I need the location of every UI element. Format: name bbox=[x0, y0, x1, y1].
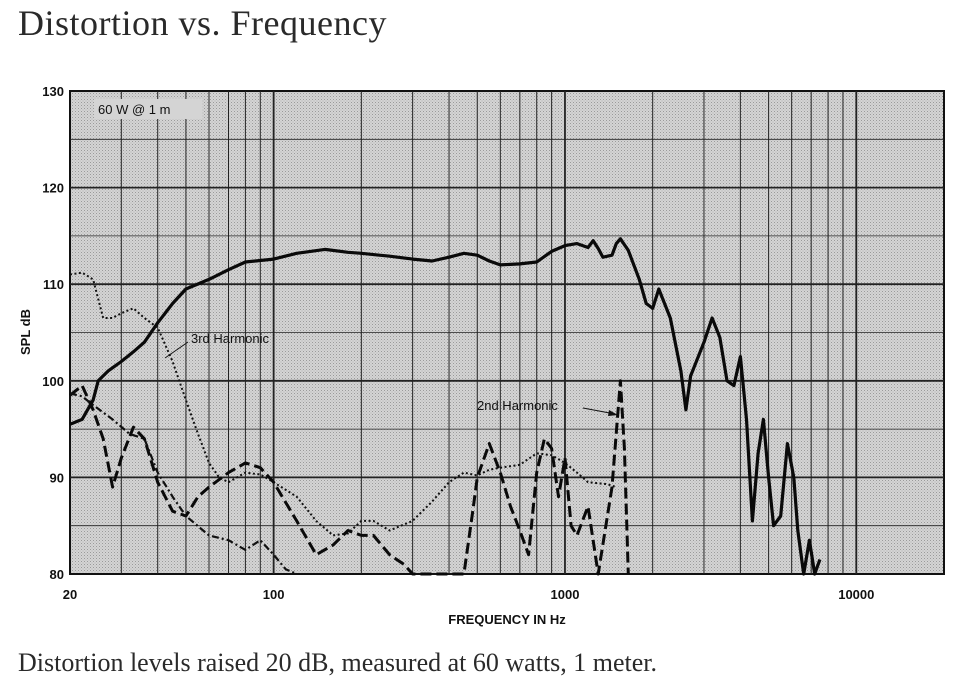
y-tick-label: 100 bbox=[42, 374, 64, 389]
series-line-4 bbox=[69, 392, 298, 576]
condition-label-bg bbox=[94, 99, 202, 119]
annotation-3rd-harmonic-text: 3rd Harmonic bbox=[191, 331, 270, 346]
x-tick-label: 20 bbox=[63, 587, 77, 602]
condition-label: 60 W @ 1 m bbox=[98, 102, 170, 117]
y-axis-label: SPL dB bbox=[18, 309, 33, 355]
x-axis-label: FREQUENCY IN Hz bbox=[448, 612, 566, 627]
series-line-3 bbox=[69, 379, 630, 576]
x-tick-label: 1000 bbox=[551, 587, 580, 602]
figure-caption: Distortion levels raised 20 dB, measured… bbox=[18, 648, 658, 677]
annotation-3rd-harmonic: 3rd Harmonic bbox=[164, 331, 270, 359]
series-line-2 bbox=[69, 271, 617, 537]
y-tick-label: 130 bbox=[42, 84, 64, 99]
annotation-2nd-harmonic: 2nd Harmonic bbox=[477, 398, 618, 416]
annotation-2nd-harmonic-arrowhead bbox=[608, 410, 618, 416]
y-tick-label: 90 bbox=[50, 470, 64, 485]
y-tick-label: 120 bbox=[42, 181, 64, 196]
page-title: Distortion vs. Frequency bbox=[18, 3, 387, 43]
annotation-2nd-harmonic-text: 2nd Harmonic bbox=[477, 398, 558, 413]
y-tick-label: 110 bbox=[43, 277, 64, 292]
x-tick-label: 100 bbox=[263, 587, 285, 602]
series-group bbox=[69, 237, 822, 576]
grid bbox=[70, 91, 944, 574]
annotation-3rd-harmonic-leader bbox=[164, 341, 189, 359]
y-tick-label: 80 bbox=[50, 567, 64, 582]
x-tick-label: 10000 bbox=[838, 587, 874, 602]
tick-labels: 80 90 100 110 120 130 20 100 1000 10000 bbox=[42, 84, 874, 602]
series-line-1 bbox=[69, 237, 822, 576]
